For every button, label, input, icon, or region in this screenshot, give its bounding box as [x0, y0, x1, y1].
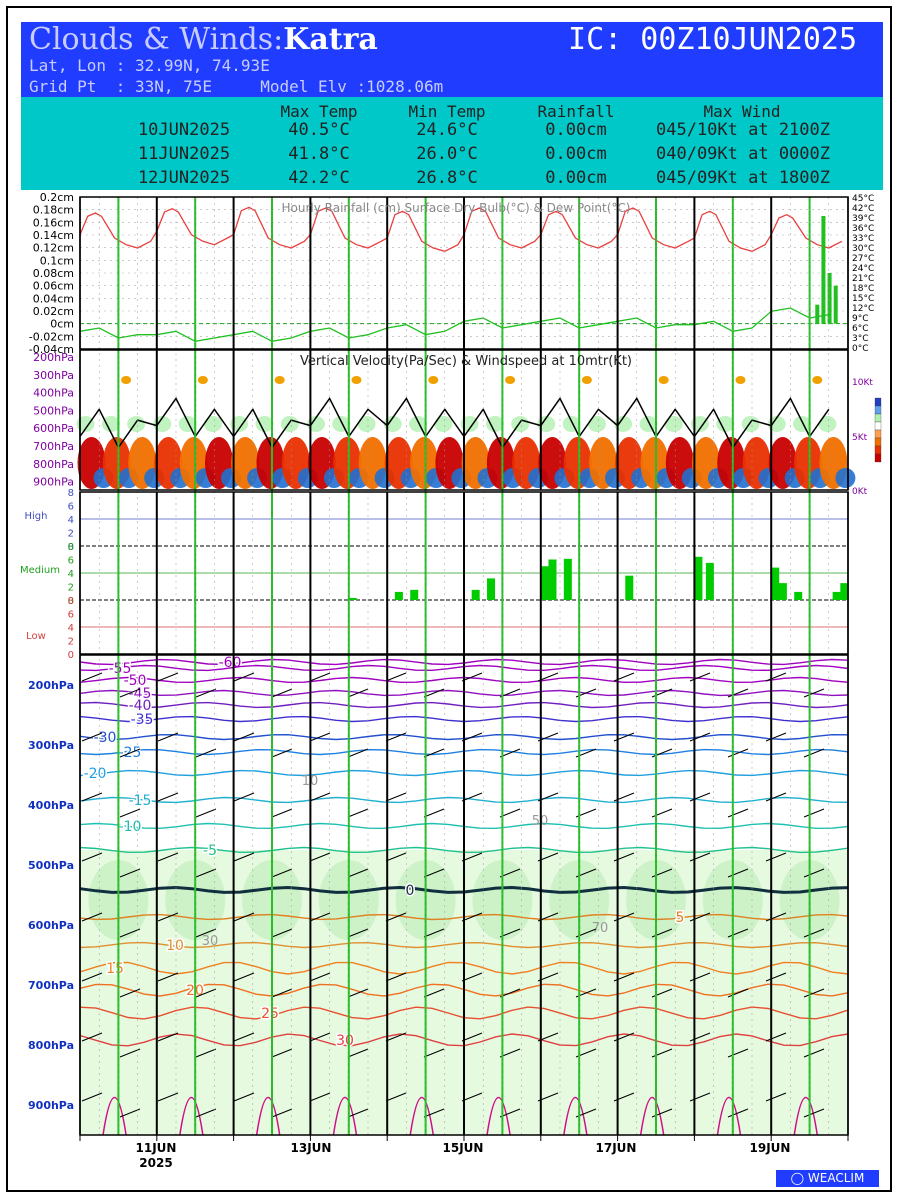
row-rain: 0.00cm [545, 168, 607, 188]
row-date: 12JUN2025 [137, 168, 231, 188]
initial-condition: IC: 00Z10JUN2025 [568, 22, 857, 57]
chart-frame [6, 6, 892, 1192]
row-wind: 040/09Kt at 0000Z [656, 144, 830, 164]
col-max-wind: Max Wind [703, 102, 781, 121]
weaclim-logo: ◯ WEACLIM [776, 1170, 879, 1187]
summary-table: Max Temp Min Temp Rainfall Max Wind 10JU… [21, 97, 883, 190]
row-date: 10JUN2025 [137, 120, 231, 140]
row-max: 41.8°C [288, 144, 350, 164]
row-max: 42.2°C [288, 168, 350, 188]
row-rain: 0.00cm [545, 144, 607, 164]
col-rainfall: Rainfall [537, 102, 615, 121]
row-max: 40.5°C [288, 120, 350, 140]
row-min: 26.0°C [416, 144, 478, 164]
grid-elev: Grid Pt : 33N, 75E Model Elv :1028.06m [29, 77, 444, 96]
row-min: 26.8°C [416, 168, 478, 188]
row-rain: 0.00cm [545, 120, 607, 140]
header-banner: Clouds & Winds:Katra IC: 00Z10JUN2025 La… [21, 22, 883, 97]
row-date: 11JUN2025 [137, 144, 231, 164]
chart-title: Clouds & Winds:Katra [29, 22, 378, 57]
col-min-temp: Min Temp [408, 102, 486, 121]
row-wind: 045/10Kt at 2100Z [656, 120, 830, 140]
row-min: 24.6°C [416, 120, 478, 140]
col-max-temp: Max Temp [280, 102, 358, 121]
row-wind: 045/09Kt at 1800Z [656, 168, 830, 188]
lat-lon: Lat, Lon : 32.99N, 74.93E [29, 56, 270, 75]
